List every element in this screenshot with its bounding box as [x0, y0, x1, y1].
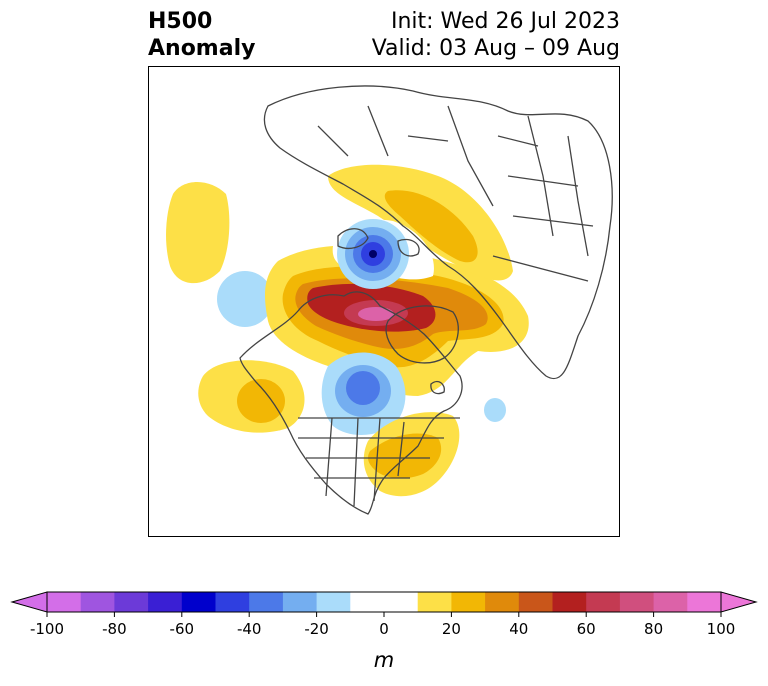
anomaly-map: [148, 66, 620, 537]
colorbar-cell: [552, 592, 587, 612]
colorbar-tick-label: 60: [577, 620, 596, 638]
colorbar-under-arrow: [10, 591, 48, 613]
colorbar-tick-label: -60: [170, 620, 195, 638]
colorbar-tick-label: -40: [237, 620, 262, 638]
colorbar-cell: [316, 592, 351, 612]
colorbar-cell: [114, 592, 149, 612]
colorbar-cell: [80, 592, 115, 612]
init-date: Init: Wed 26 Jul 2023: [390, 9, 620, 34]
colorbar-tick-label: 80: [644, 620, 663, 638]
colorbar-tick-label: -100: [30, 620, 64, 638]
title-anomaly: Anomaly: [148, 36, 256, 61]
colorbar-tick-label: -20: [304, 620, 329, 638]
title-variable: H500: [148, 9, 213, 34]
north-america-outline: [239, 291, 463, 515]
eurasia-outline: [263, 85, 613, 380]
colorbar-tick-label: 100: [707, 620, 736, 638]
colorbar-unit-label: m: [373, 648, 395, 672]
colorbar-cell: [451, 592, 486, 612]
colorbar-cell: [687, 592, 722, 612]
title-right: Init: Wed 26 Jul 2023 Valid: 03 Aug – 09…: [372, 8, 620, 62]
colorbar-cell: [485, 592, 520, 612]
colorbar-cell: [282, 592, 318, 612]
colorbar-cells: [47, 592, 722, 612]
colorbar-cell: [384, 592, 419, 612]
colorbar-cell: [586, 592, 621, 612]
colorbar-cell: [518, 592, 553, 612]
colorbar-cell: [350, 592, 385, 612]
colorbar-cell: [619, 592, 655, 612]
map-frame: [148, 66, 620, 537]
colorbar-ticks: -100 -80 -60 -40 -20 0 20 40 60 80 100: [30, 612, 735, 638]
colorbar-cell: [181, 592, 216, 612]
colorbar-tick-label: 0: [379, 620, 389, 638]
anomaly-shading: [166, 164, 529, 497]
coastlines: [239, 85, 613, 515]
colorbar-cell: [47, 592, 82, 612]
colorbar-over-arrow: [720, 591, 758, 613]
colorbar-cell: [249, 592, 284, 612]
anomaly-negative-atlantic: [484, 398, 506, 422]
anomaly-negative-pacific: [217, 271, 273, 327]
colorbar: -100 -80 -60 -40 -20 0 20 40 60 80 100: [10, 591, 758, 638]
colorbar-cell: [148, 592, 183, 612]
colorbar-cell: [215, 592, 250, 612]
greenland-outline: [385, 305, 459, 364]
valid-range: Valid: 03 Aug – 09 Aug: [371, 36, 620, 61]
colorbar-tick-label: 20: [442, 620, 461, 638]
colorbar-tick-label: 40: [509, 620, 528, 638]
colorbar-tick-label: -80: [102, 620, 127, 638]
colorbar-cell: [653, 592, 688, 612]
anomaly-positive-pacific-west: [166, 182, 230, 284]
title-left: H500 Anomaly: [148, 8, 255, 62]
colorbar-cell: [417, 592, 452, 612]
